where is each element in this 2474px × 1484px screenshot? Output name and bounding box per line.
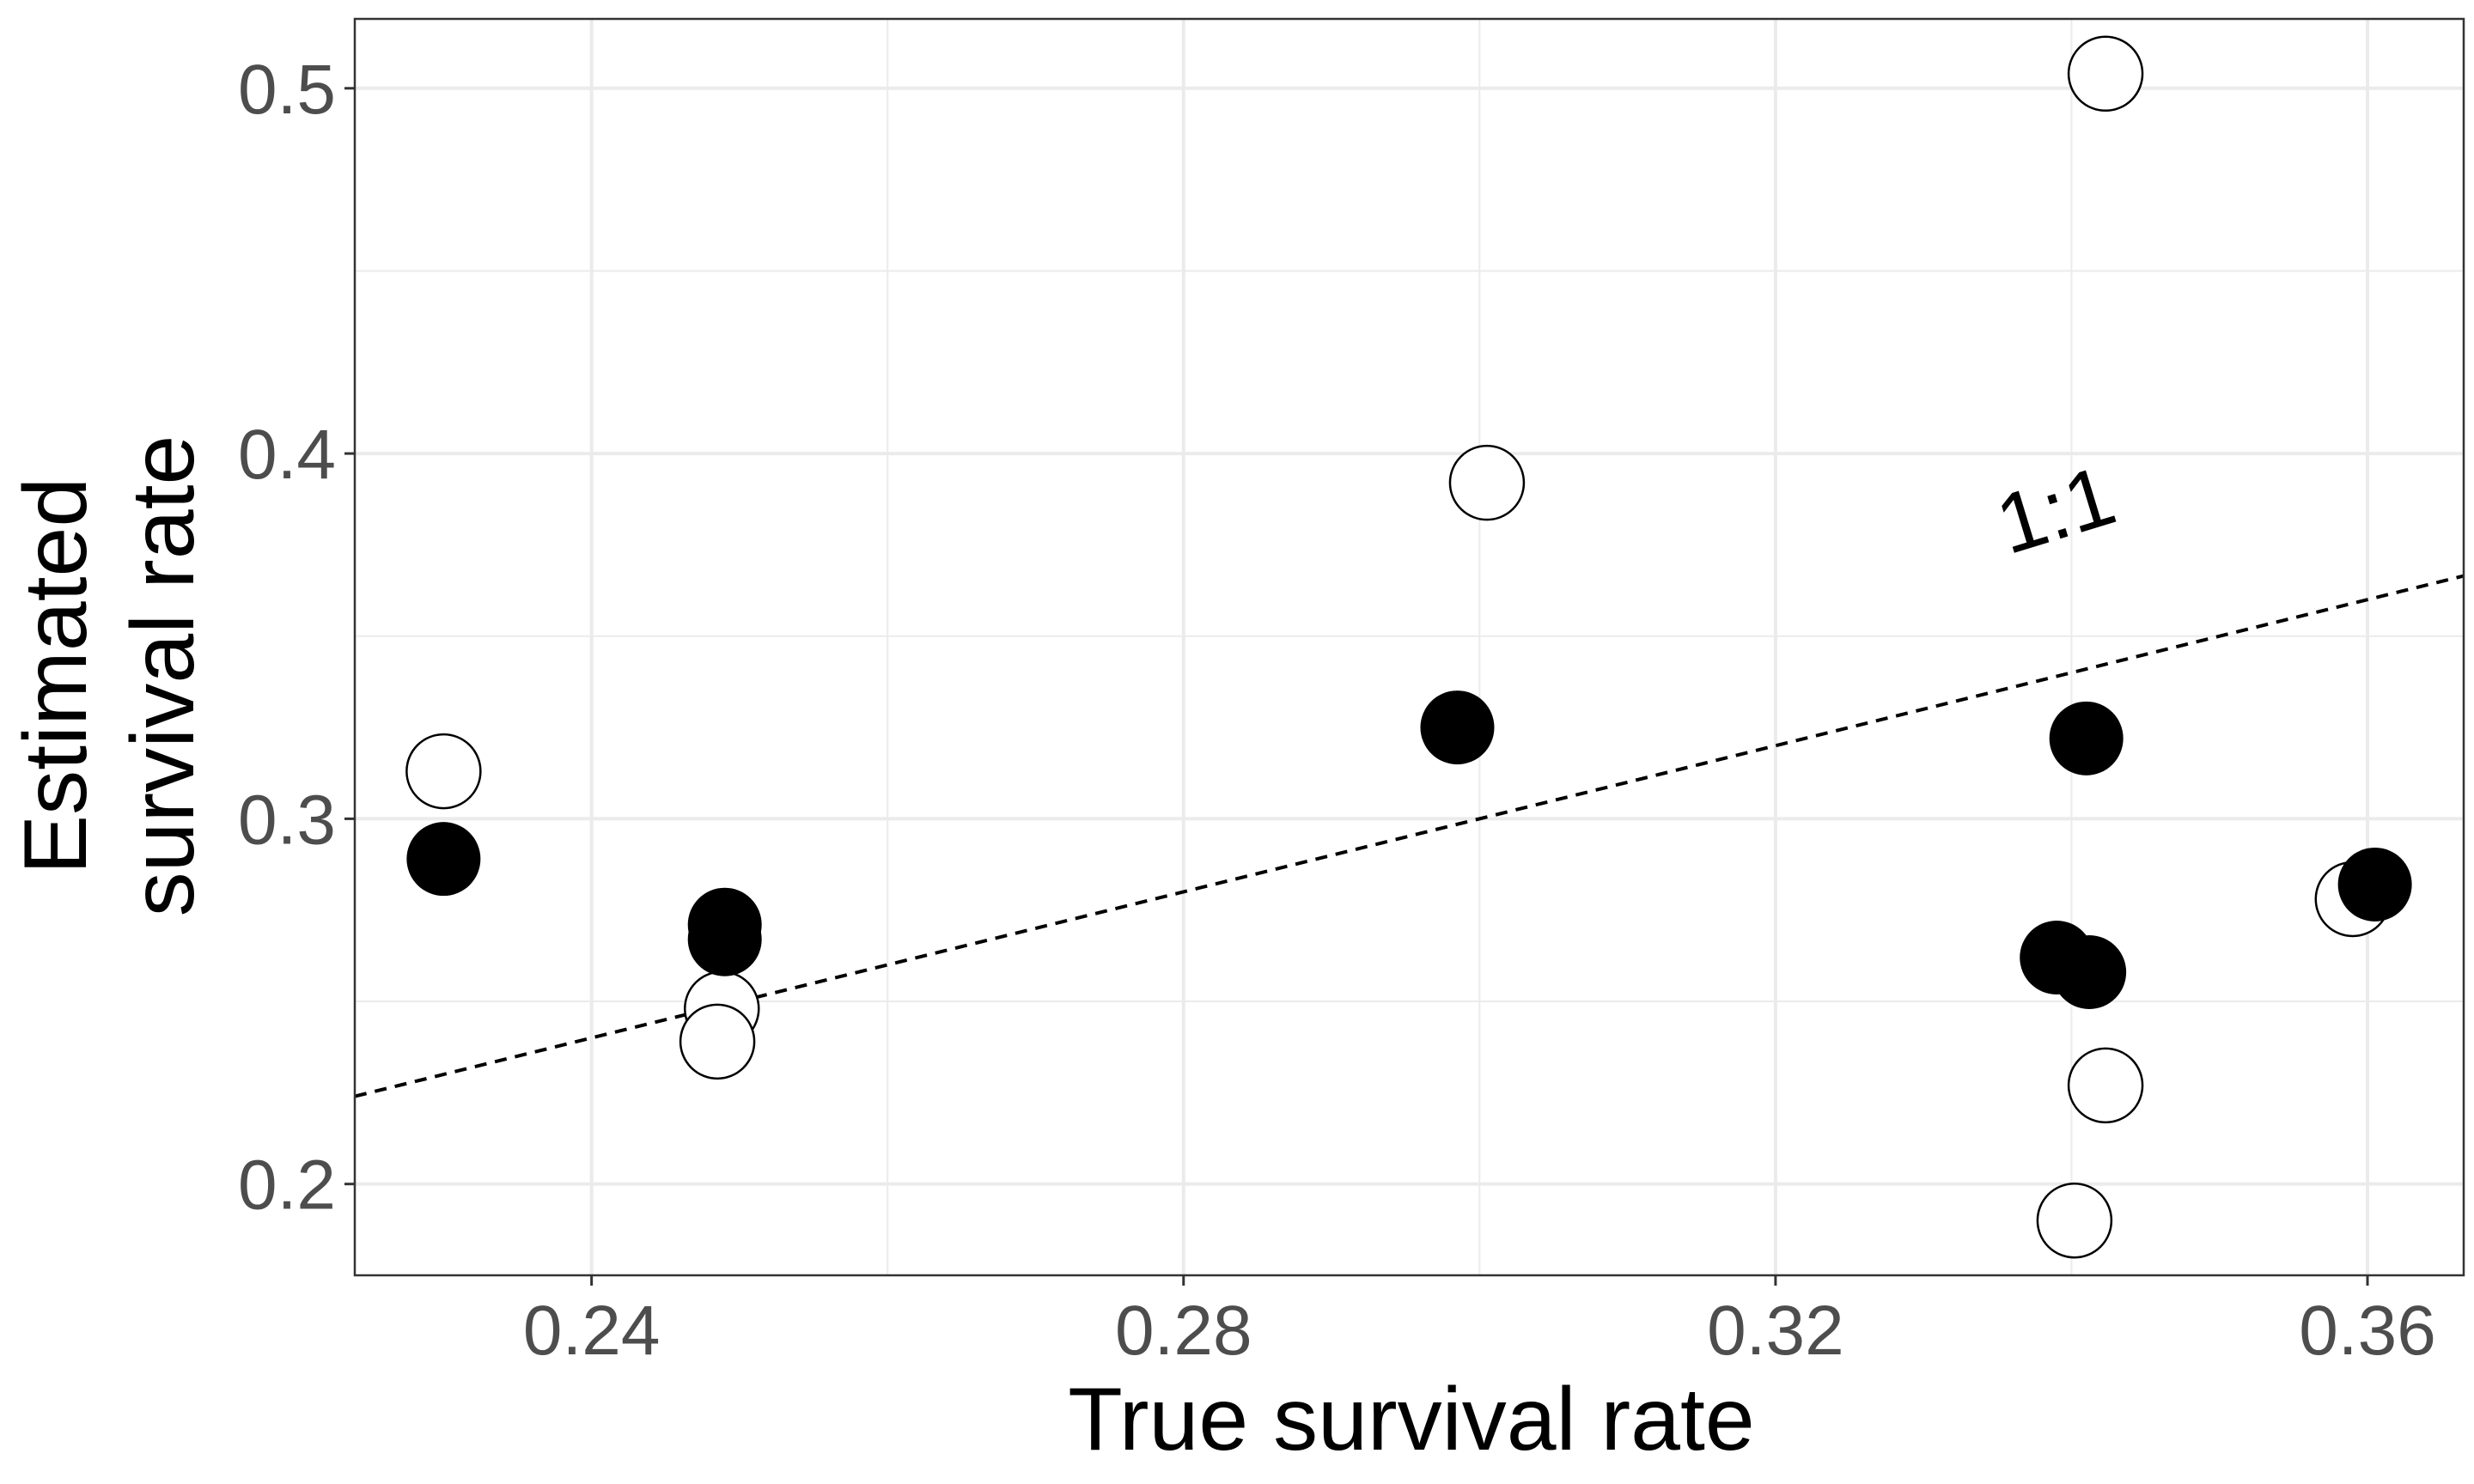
y-tick-label: 0.4	[238, 416, 336, 494]
x-axis-title: True survival rate	[1068, 1370, 1755, 1469]
y-tick-label: 0.5	[238, 51, 336, 129]
filled-point	[1420, 690, 1495, 765]
y-tick-label: 0.2	[238, 1146, 336, 1225]
filled-point	[406, 822, 481, 897]
filled-point	[2337, 847, 2412, 921]
open-point	[2036, 1182, 2113, 1259]
open-point	[2067, 1047, 2144, 1124]
open-point	[405, 733, 482, 810]
x-tick-label: 0.32	[1707, 1292, 1844, 1370]
x-tick-label: 0.36	[2299, 1292, 2436, 1370]
y-axis-title-line-1: Estimated	[6, 477, 106, 874]
filled-point	[2049, 701, 2124, 775]
y-axis-title-line-2: survival rate	[113, 435, 213, 917]
open-point	[679, 1003, 756, 1080]
x-tick-label: 0.24	[523, 1292, 661, 1370]
data-points	[405, 35, 2412, 1259]
minor-grid	[355, 19, 2464, 1275]
y-tick-label: 0.3	[238, 781, 336, 859]
y-axis-ticks: 0.2 0.3 0.4 0.5	[238, 51, 355, 1225]
reference-line-label: 1:1	[1986, 447, 2125, 572]
open-point	[2067, 35, 2144, 113]
panel-border	[353, 17, 2465, 1277]
x-tick-label: 0.28	[1115, 1292, 1252, 1370]
filled-point	[2052, 935, 2127, 1010]
reference-line	[354, 574, 2465, 1098]
x-axis-ticks: 0.24 0.28 0.32 0.36	[523, 1275, 2436, 1370]
filled-point	[687, 902, 762, 976]
major-grid	[355, 19, 2464, 1275]
open-point	[1448, 444, 1526, 521]
reference-line-group	[354, 574, 2465, 1098]
